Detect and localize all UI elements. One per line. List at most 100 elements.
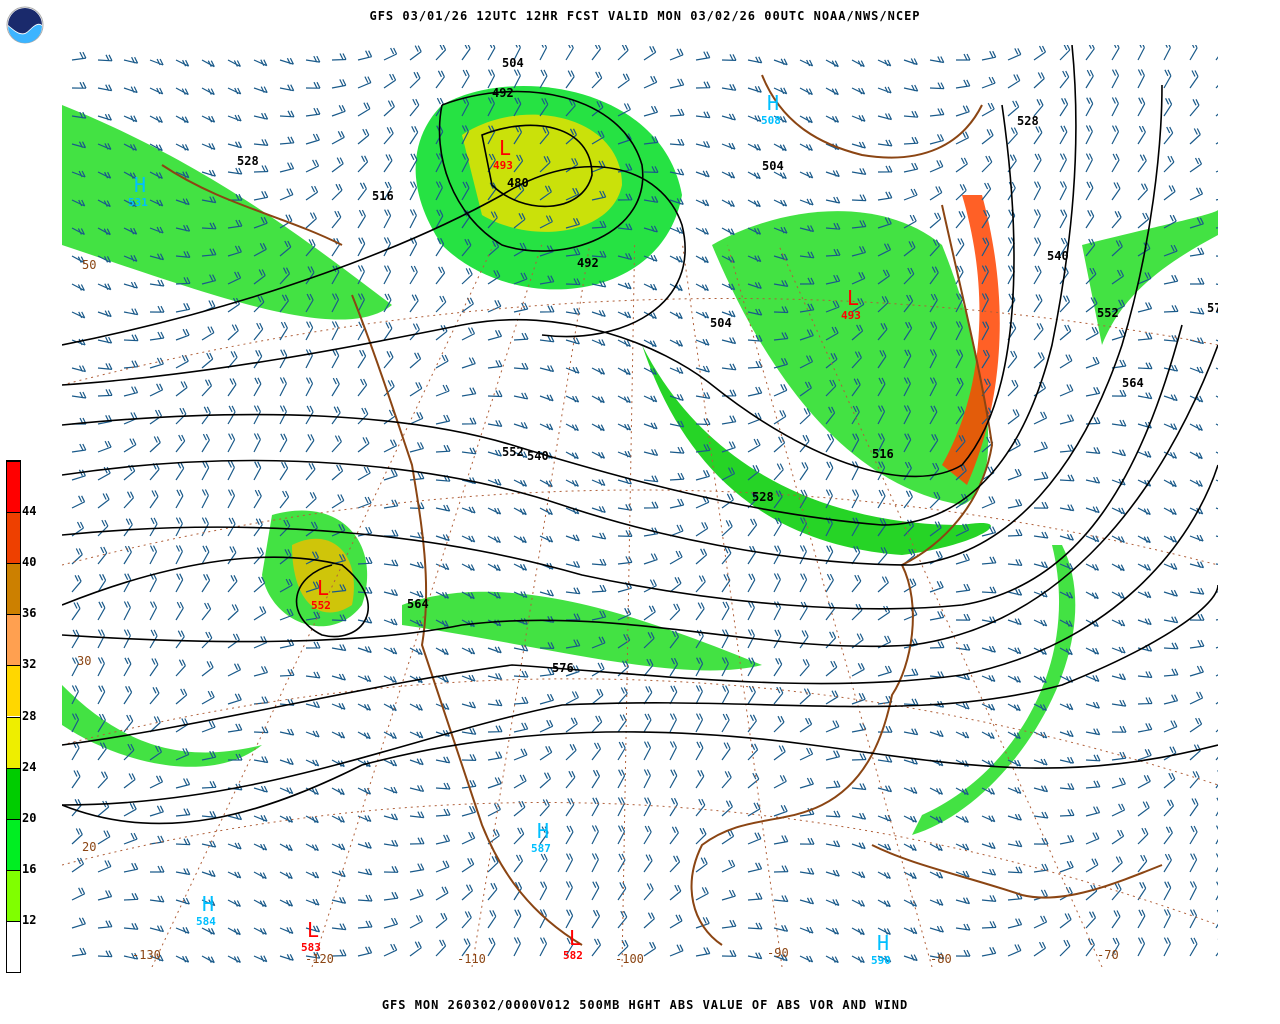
wind-barb bbox=[331, 210, 342, 229]
wind-barb bbox=[1189, 937, 1198, 957]
wind-barb bbox=[409, 889, 424, 901]
pressure-center-value: 582 bbox=[563, 949, 583, 962]
wind-barb bbox=[1163, 126, 1174, 145]
wind-barb bbox=[1163, 937, 1171, 957]
contour-label: 516 bbox=[872, 447, 894, 461]
colorbar-segment bbox=[7, 920, 20, 972]
wind-barb bbox=[149, 687, 160, 705]
wind-barb bbox=[279, 843, 293, 852]
wind-barb bbox=[201, 690, 215, 705]
coastline bbox=[161, 164, 343, 246]
wind-barb bbox=[1137, 591, 1152, 599]
wind-barb bbox=[669, 603, 681, 621]
wind-barb bbox=[305, 55, 321, 63]
noaa-logo bbox=[6, 6, 44, 44]
wind-barb bbox=[851, 141, 866, 149]
colorbar-segment bbox=[7, 461, 20, 513]
wind-barb bbox=[357, 815, 372, 823]
wind-barb bbox=[357, 76, 372, 89]
wind-barb bbox=[981, 76, 996, 89]
wind-barb bbox=[981, 209, 991, 229]
wind-barb bbox=[253, 112, 269, 120]
wind-barb bbox=[1007, 409, 1020, 425]
wind-barb bbox=[565, 187, 580, 201]
wind-barb bbox=[825, 602, 835, 621]
wind-barb bbox=[227, 723, 243, 733]
wind-barb bbox=[695, 602, 705, 621]
wind-barb bbox=[643, 367, 657, 376]
wind-barb bbox=[435, 886, 449, 901]
wind-barb bbox=[747, 143, 762, 151]
wind-barb bbox=[591, 310, 606, 317]
wind-barb bbox=[201, 870, 216, 878]
wind-barb bbox=[383, 675, 397, 684]
wind-barb bbox=[669, 255, 684, 263]
wind-barb bbox=[955, 79, 971, 89]
wind-barb bbox=[903, 84, 919, 92]
wind-barb bbox=[565, 587, 581, 595]
wind-barb bbox=[1085, 326, 1099, 341]
wind-barb bbox=[877, 725, 893, 733]
wind-barb bbox=[279, 84, 295, 92]
wind-barb bbox=[929, 952, 945, 960]
wind-barb bbox=[1163, 563, 1178, 570]
wind-barb bbox=[903, 815, 918, 823]
wind-barb bbox=[539, 826, 549, 845]
wind-barb bbox=[513, 392, 529, 400]
wind-barb bbox=[539, 772, 552, 789]
wind-barb bbox=[175, 381, 188, 397]
wind-barb bbox=[279, 490, 290, 509]
wind-barb bbox=[903, 377, 911, 397]
wind-barb bbox=[305, 321, 314, 341]
wind-barb bbox=[279, 136, 295, 145]
wind-barb bbox=[1033, 181, 1042, 201]
wind-barb bbox=[357, 946, 373, 957]
wind-barb bbox=[227, 167, 243, 175]
wind-barb bbox=[435, 295, 447, 313]
wind-barb bbox=[331, 464, 344, 481]
wind-barb bbox=[591, 825, 599, 845]
wind-barb bbox=[175, 545, 183, 565]
wind-barb bbox=[513, 272, 528, 285]
colorbar-tick-label: 40 bbox=[22, 555, 37, 570]
wind-barb bbox=[435, 860, 450, 873]
wind-barb bbox=[1007, 529, 1023, 537]
wind-barb bbox=[409, 209, 417, 229]
wind-barb bbox=[643, 741, 652, 761]
wind-barb bbox=[617, 556, 633, 565]
wind-barb bbox=[1085, 780, 1101, 789]
wind-barb bbox=[981, 921, 997, 929]
wind-barb bbox=[487, 507, 502, 515]
wind-barb bbox=[279, 899, 294, 907]
wind-barb bbox=[1085, 701, 1100, 709]
wind-barb bbox=[123, 923, 139, 930]
wind-barb bbox=[591, 853, 599, 873]
vorticity-band bbox=[642, 345, 991, 555]
wind-barb bbox=[487, 360, 503, 369]
wind-barb bbox=[123, 832, 138, 845]
wind-barb bbox=[1215, 395, 1229, 404]
wind-barb bbox=[1189, 825, 1198, 845]
contour-label: 504 bbox=[762, 159, 784, 173]
wind-barb bbox=[565, 395, 580, 403]
wind-barb bbox=[591, 797, 600, 817]
wind-barb bbox=[539, 853, 548, 873]
wind-barb bbox=[773, 865, 789, 873]
wind-barb bbox=[383, 237, 391, 257]
wind-barb bbox=[97, 415, 113, 425]
wind-barb bbox=[1085, 387, 1101, 397]
wind-barb bbox=[1189, 853, 1198, 873]
wind-barb bbox=[175, 927, 190, 934]
wind-barb bbox=[1163, 69, 1172, 89]
wind-barb bbox=[175, 277, 191, 285]
wind-barb bbox=[201, 927, 216, 935]
wind-barb bbox=[227, 59, 241, 68]
wind-barb bbox=[435, 43, 447, 61]
wind-barb bbox=[1215, 367, 1230, 375]
wind-barb bbox=[539, 126, 550, 145]
wind-barb bbox=[1033, 441, 1048, 453]
wind-barb bbox=[1137, 749, 1152, 761]
wind-barb bbox=[305, 239, 316, 257]
wind-barb bbox=[643, 339, 657, 348]
map-title: GFS 03/01/26 12UTC 12HR FCST VALID MON 0… bbox=[369, 9, 921, 23]
